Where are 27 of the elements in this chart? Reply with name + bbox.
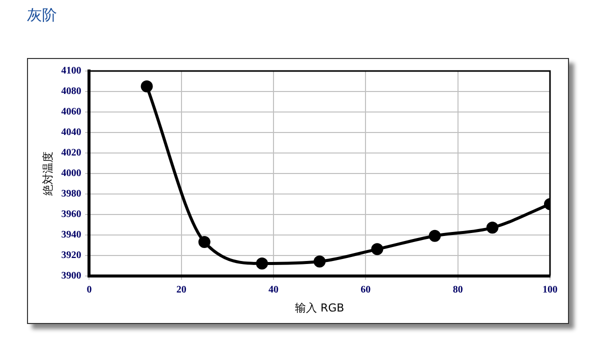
y-tick-label: 4080 [61,86,82,98]
point [198,236,210,248]
chart-title: 灰阶 [27,6,57,25]
y-tick-label: 3980 [61,188,82,200]
point [371,243,384,256]
y-tick-label: 4040 [61,127,82,138]
point [486,222,498,234]
point [140,80,153,92]
x-tick-label: 20 [176,284,186,296]
y-tick-label: 4100 [61,66,82,77]
x-tick-label: 40 [268,284,279,296]
y-tick-label: 3920 [61,250,82,261]
x-axis-title: 输入 RGB [294,301,344,314]
point [428,230,441,242]
y-tick-label: 3900 [61,270,82,282]
x-tick-label: 60 [360,284,371,296]
y-tick-label: 4060 [61,106,82,118]
y-tick-label: 4020 [61,148,82,158]
x-tick-label: 100 [542,284,558,296]
x-tick-label: 0 [86,284,92,296]
y-axis-title: 絶対温度 [41,151,54,196]
point [314,255,326,268]
x-tick-label: 80 [452,284,463,296]
y-tick-label: 3960 [61,208,82,220]
y-tick-label: 3940 [61,229,82,240]
point [256,258,268,270]
y-tick-label: 4000 [61,168,82,179]
